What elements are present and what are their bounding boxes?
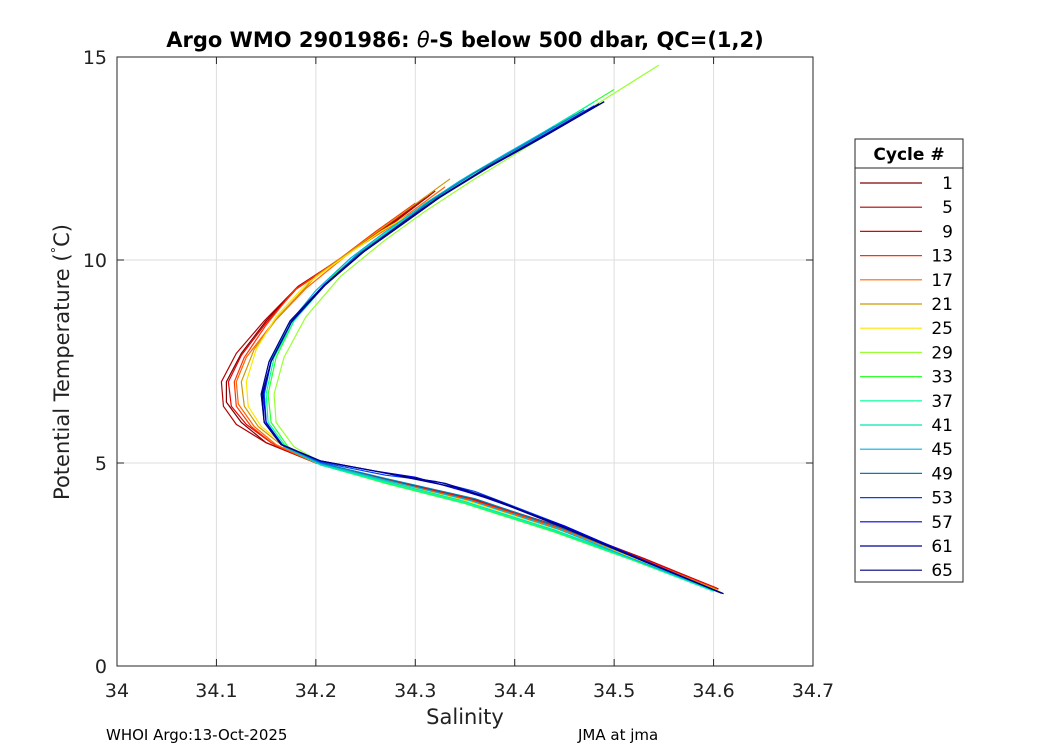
legend-label: 25 — [931, 319, 953, 339]
x-tick-label: 34.6 — [692, 680, 734, 702]
footer-agency: JMA at jma — [577, 726, 658, 744]
x-tick-label: 34.5 — [593, 680, 635, 702]
axes-frame — [116, 56, 814, 667]
y-tick-label: 5 — [95, 453, 107, 475]
legend-label: 1 — [942, 174, 953, 194]
legend-label: 61 — [931, 537, 953, 557]
plot-area — [117, 57, 813, 666]
grid — [117, 57, 813, 666]
series-layer — [220, 64, 724, 595]
legend-label: 33 — [931, 368, 953, 388]
x-tick-label: 34.3 — [394, 680, 436, 702]
legend-label: 65 — [931, 561, 953, 581]
legend-label: 57 — [931, 513, 953, 533]
legend-label: 53 — [931, 489, 953, 509]
legend-label: 21 — [931, 295, 953, 315]
legend-label: 17 — [931, 271, 953, 291]
series-line-cycle-61 — [260, 103, 724, 595]
footer-source: WHOI Argo:13-Oct-2025 — [106, 726, 287, 744]
axis-ticks: 34 34.1 34.2 34.3 34.4 34.5 34.6 34.7 0 5 10 15 — [83, 47, 834, 702]
series-line-cycle-65 — [261, 101, 724, 595]
x-tick-label: 34.2 — [295, 680, 337, 702]
series-line-cycle-13 — [233, 202, 717, 590]
legend-label: 41 — [931, 416, 953, 436]
chart-title: Argo WMO 2901986: θ-S below 500 dbar, QC… — [166, 28, 763, 52]
x-tick-label: 34 — [105, 680, 129, 702]
legend-title: Cycle # — [873, 145, 944, 165]
legend-label: 5 — [942, 198, 953, 218]
legend: Cycle # 1 5 9 13 17 21 25 29 33 37 41 45 49 53 57 61 65 — [854, 138, 964, 583]
legend-label: 13 — [931, 247, 953, 267]
legend-label: 9 — [942, 222, 953, 242]
x-tick-label: 34.1 — [195, 680, 237, 702]
y-tick-label: 10 — [83, 250, 107, 272]
legend-label: 37 — [931, 392, 953, 412]
y-tick-label: 15 — [83, 47, 107, 69]
legend-label: 49 — [931, 464, 953, 484]
legend-label: 29 — [931, 343, 953, 363]
legend-box — [854, 138, 964, 583]
series-line-cycle-25 — [245, 210, 719, 592]
y-tick-label: 0 — [95, 656, 107, 678]
y-axis-label: Potential Temperature (°C) — [50, 224, 74, 500]
x-tick-label: 34.4 — [494, 680, 536, 702]
x-axis-label: Salinity — [426, 705, 504, 729]
legend-label: 45 — [931, 440, 953, 460]
legend-entries: 1 5 9 13 17 21 25 29 33 37 41 45 49 53 57 61 65 — [860, 174, 953, 581]
x-tick-label: 34.7 — [792, 680, 834, 702]
